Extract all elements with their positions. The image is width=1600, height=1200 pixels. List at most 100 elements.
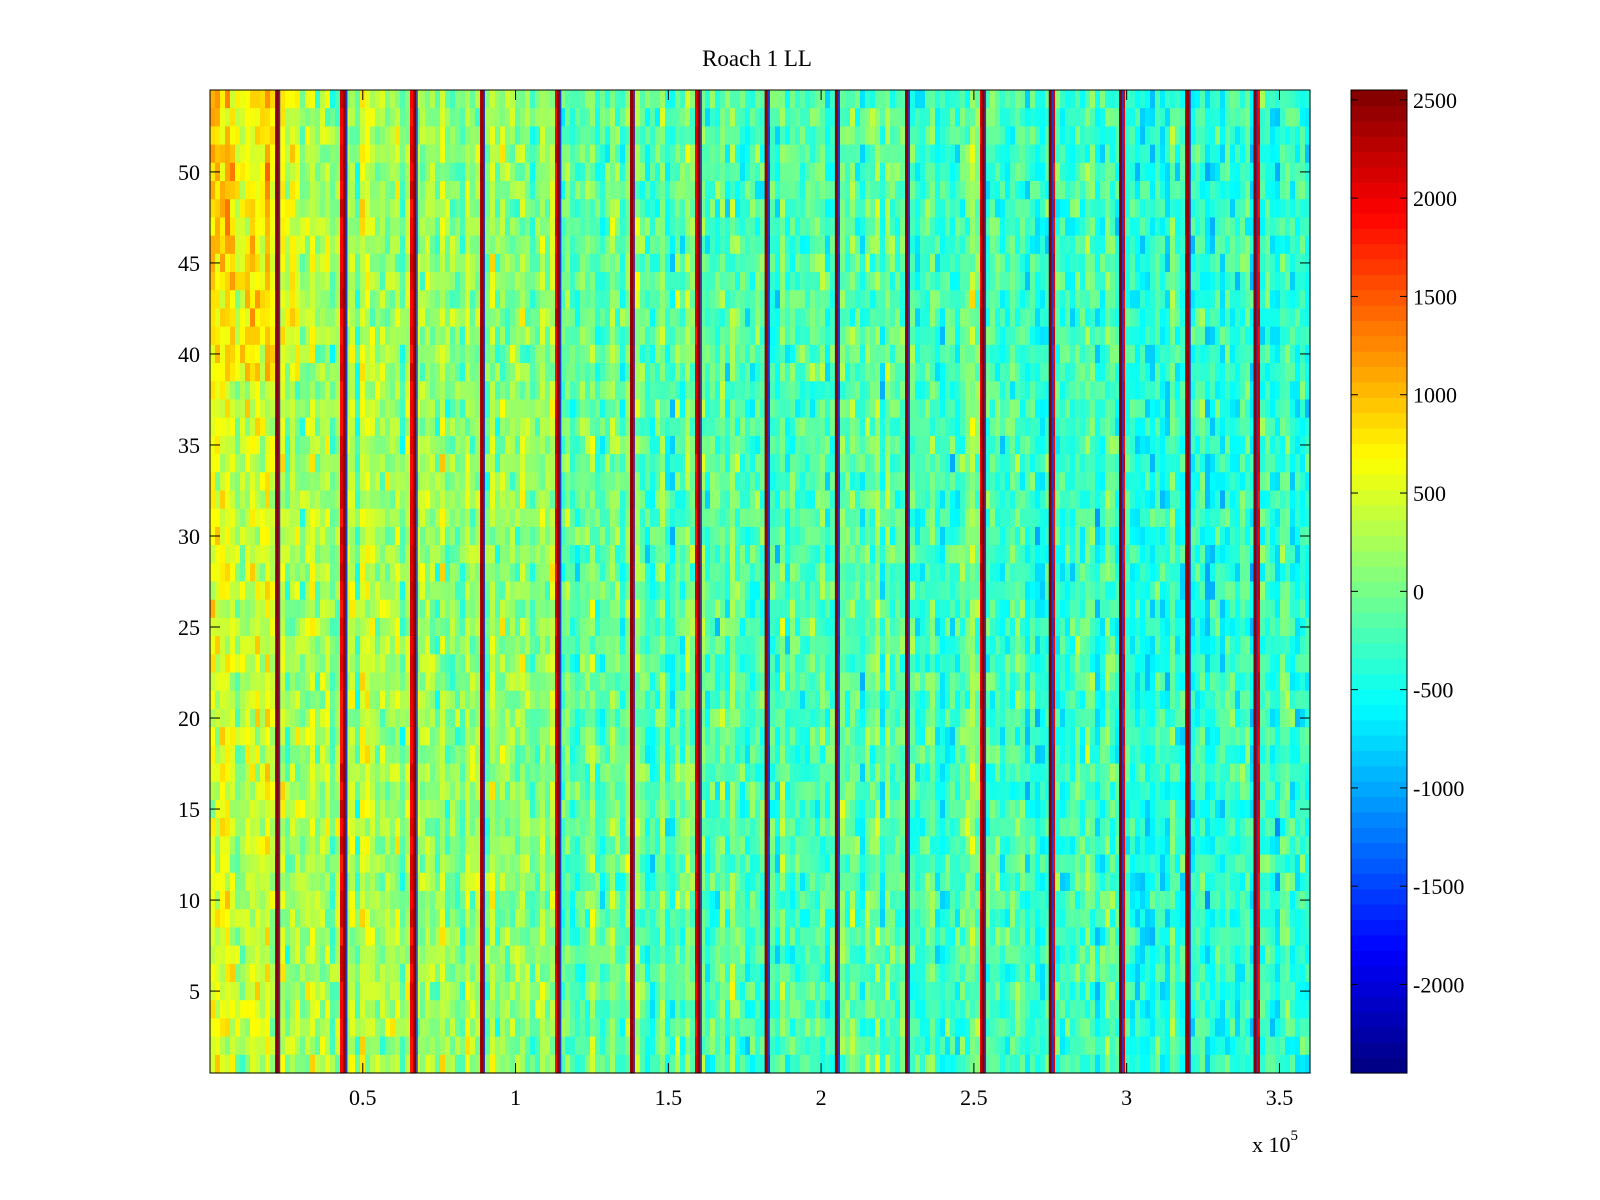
heatmap-cell (620, 708, 626, 728)
heatmap-cell (485, 745, 491, 765)
heatmap-cell (215, 672, 221, 692)
heatmap-cell (345, 399, 351, 419)
heatmap-cell (420, 945, 426, 965)
heatmap-cell (385, 217, 391, 237)
heatmap-cell (265, 781, 271, 801)
heatmap-cell (535, 745, 541, 765)
heatmap-cell (525, 872, 531, 892)
heatmap-cell (400, 435, 406, 455)
heatmap-cell (610, 890, 616, 910)
heatmap-cell (445, 981, 451, 1001)
heatmap-cell (370, 890, 376, 910)
heatmap-cell (395, 781, 401, 801)
heatmap-cell (340, 781, 346, 801)
heatmap-cell (650, 90, 656, 109)
heatmap-cell (415, 108, 421, 127)
heatmap-cell (610, 617, 616, 637)
heatmap-cell (370, 727, 376, 746)
heatmap-cell (465, 454, 471, 473)
heatmap-cell (550, 490, 556, 510)
heatmap-cell (445, 836, 451, 856)
heatmap-cell (610, 708, 616, 728)
heatmap-cell (390, 545, 396, 564)
heatmap-cell (370, 690, 376, 710)
heatmap-cell (260, 472, 266, 492)
heatmap-cell (565, 654, 571, 674)
heatmap-cell (240, 872, 246, 892)
heatmap-cell (455, 599, 461, 619)
heatmap-cell (350, 417, 356, 437)
heatmap-cell (510, 490, 516, 510)
heatmap-cell (590, 1036, 596, 1056)
heatmap-cell (325, 818, 331, 837)
heatmap-cell (375, 435, 381, 455)
heatmap-cell (210, 563, 216, 583)
heatmap-cell (645, 727, 651, 746)
heatmap-cell (560, 181, 566, 200)
heatmap-cell (330, 672, 336, 692)
heatmap-cell (370, 1036, 376, 1056)
heatmap-cell (310, 326, 316, 346)
heatmap-cell (335, 763, 341, 783)
heatmap-cell (510, 927, 516, 947)
heatmap-cell (490, 435, 496, 455)
heatmap-cell (315, 472, 321, 492)
heatmap-cell (370, 90, 376, 109)
heatmap-cell (435, 945, 441, 965)
heatmap-cell (250, 217, 256, 237)
heatmap-cell (635, 1036, 641, 1056)
heatmap-cell (665, 90, 671, 109)
heatmap-cell (520, 909, 526, 928)
heatmap-cell (450, 199, 456, 219)
heatmap-cell (505, 235, 511, 255)
heatmap-cell (365, 235, 371, 255)
heatmap-cell (530, 144, 536, 164)
heatmap-cell (660, 799, 666, 819)
heatmap-cell (375, 727, 381, 746)
heatmap-cell (620, 344, 626, 364)
heatmap-cell (550, 1018, 556, 1038)
heatmap-cell (535, 108, 541, 127)
heatmap-cell (665, 563, 671, 583)
heatmap-cell (365, 381, 371, 401)
heatmap-cell (660, 526, 666, 546)
heatmap-cell (350, 199, 356, 219)
heatmap-cell (340, 690, 346, 710)
heatmap-cell (410, 472, 416, 492)
heatmap-cell (655, 217, 661, 237)
heatmap-cell (665, 454, 671, 473)
heatmap-cell (585, 90, 591, 109)
heatmap-cell (665, 1054, 671, 1074)
heatmap-cell (665, 818, 671, 837)
heatmap-cell (360, 199, 366, 219)
heatmap-cell (515, 909, 521, 928)
heatmap-cell (500, 927, 506, 947)
heatmap-cell (415, 981, 421, 1001)
heatmap-cell (340, 654, 346, 674)
heatmap-cell (355, 363, 361, 382)
heatmap-cell (605, 945, 611, 965)
heatmap-cell (295, 781, 301, 801)
heatmap-cell (245, 508, 251, 528)
heatmap-cell (435, 617, 441, 637)
heatmap-cell (345, 963, 351, 983)
heatmap-cell (600, 344, 606, 364)
heatmap-cell (635, 435, 641, 455)
heatmap-cell (560, 290, 566, 310)
heatmap-cell (320, 927, 326, 947)
heatmap-cell (475, 672, 481, 692)
heatmap-cell (505, 1036, 511, 1056)
heatmap-cell (215, 1000, 221, 1019)
heatmap-cell (665, 599, 671, 619)
heatmap-cell (445, 454, 451, 473)
heatmap-cell (620, 599, 626, 619)
heatmap-cell (450, 945, 456, 965)
heatmap-cell (485, 472, 491, 492)
heatmap-cell (295, 963, 301, 983)
heatmap-cell (265, 363, 271, 382)
heatmap-cell (280, 217, 286, 237)
heatmap-cell (360, 1018, 366, 1038)
heatmap-cell (375, 490, 381, 510)
heatmap-cell (300, 126, 306, 146)
heatmap-cell (525, 927, 531, 947)
